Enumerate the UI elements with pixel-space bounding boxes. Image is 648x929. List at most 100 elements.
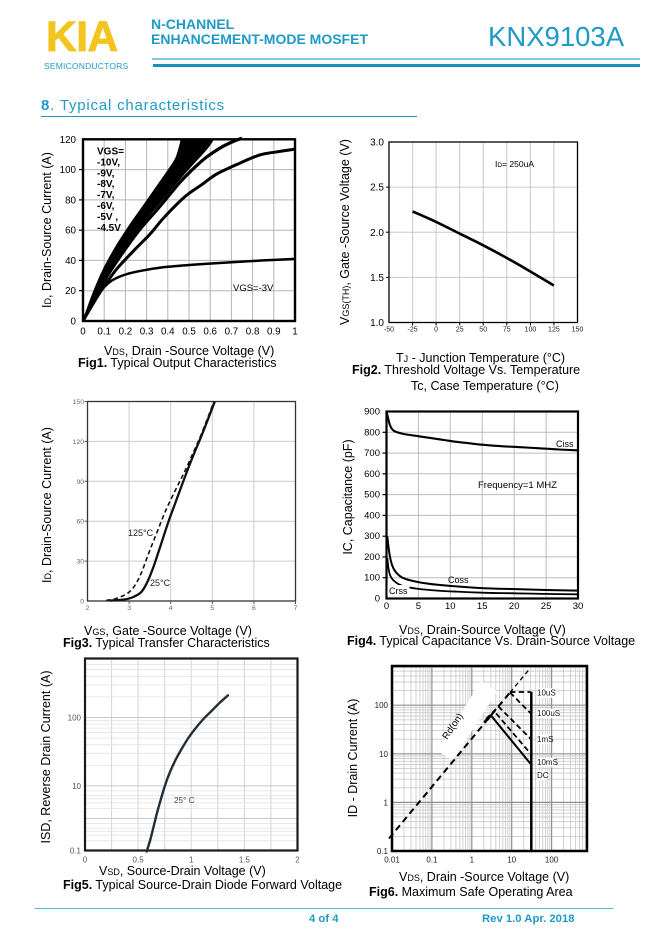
svg-text:VGS=-3V: VGS=-3V — [233, 283, 274, 294]
svg-text:-10V,: -10V, — [97, 157, 120, 168]
svg-text:0.01: 0.01 — [384, 856, 400, 865]
svg-text:0.9: 0.9 — [267, 327, 281, 338]
svg-text:2.0: 2.0 — [370, 228, 384, 239]
svg-text:125: 125 — [548, 327, 560, 334]
svg-text:0.1: 0.1 — [97, 327, 111, 338]
svg-text:40: 40 — [65, 256, 76, 267]
svg-text:0.3: 0.3 — [140, 327, 154, 338]
svg-text:300: 300 — [364, 531, 380, 542]
svg-text:10: 10 — [507, 856, 516, 865]
svg-text:0: 0 — [375, 594, 380, 605]
svg-text:100: 100 — [60, 165, 77, 176]
svg-text:0: 0 — [71, 317, 77, 328]
svg-text:1.0: 1.0 — [370, 318, 384, 329]
svg-text:6: 6 — [252, 605, 256, 612]
svg-text:75: 75 — [503, 327, 511, 334]
svg-text:0.5: 0.5 — [133, 856, 145, 865]
svg-text:0: 0 — [83, 856, 88, 865]
svg-text:0.6: 0.6 — [203, 327, 217, 338]
svg-text:0.1: 0.1 — [426, 856, 438, 865]
svg-text:-6V,: -6V, — [97, 201, 115, 212]
svg-text:-4.5V: -4.5V — [97, 223, 121, 234]
svg-text:10: 10 — [445, 601, 456, 612]
svg-text:2.5: 2.5 — [370, 183, 384, 194]
svg-text:80: 80 — [65, 195, 76, 206]
svg-text:25° C: 25° C — [174, 796, 195, 805]
svg-text:0.2: 0.2 — [119, 327, 133, 338]
svg-text:2: 2 — [86, 605, 90, 612]
svg-text:10: 10 — [72, 782, 81, 791]
svg-text:1: 1 — [189, 856, 194, 865]
svg-text:1.5: 1.5 — [239, 856, 251, 865]
svg-text:120: 120 — [73, 439, 85, 446]
svg-text:0: 0 — [80, 327, 86, 338]
svg-text:3: 3 — [127, 605, 131, 612]
svg-text:700: 700 — [364, 448, 380, 459]
svg-text:-25: -25 — [408, 327, 418, 334]
svg-text:900: 900 — [364, 407, 380, 418]
svg-text:0.8: 0.8 — [246, 327, 260, 338]
svg-text:25°C: 25°C — [150, 578, 171, 588]
svg-text:600: 600 — [364, 469, 380, 480]
svg-text:10uS: 10uS — [537, 689, 556, 698]
svg-text:Ciss: Ciss — [556, 439, 574, 449]
svg-text:20: 20 — [509, 601, 520, 612]
svg-text:0.1: 0.1 — [377, 847, 389, 856]
svg-text:100: 100 — [68, 714, 82, 723]
svg-text:50: 50 — [479, 327, 487, 334]
svg-text:0.7: 0.7 — [225, 327, 239, 338]
svg-text:125°C: 125°C — [128, 528, 154, 538]
svg-text:1mS: 1mS — [537, 735, 553, 744]
svg-text:VGS=: VGS= — [97, 147, 124, 158]
svg-text:30: 30 — [76, 559, 84, 566]
svg-text:150: 150 — [73, 399, 85, 406]
svg-text:2: 2 — [295, 856, 300, 865]
svg-text:150: 150 — [572, 327, 584, 334]
svg-text:90: 90 — [76, 479, 84, 486]
svg-text:0.5: 0.5 — [182, 327, 196, 338]
svg-text:0.1: 0.1 — [70, 847, 82, 856]
svg-text:-9V,: -9V, — [97, 168, 115, 179]
svg-text:100: 100 — [525, 327, 537, 334]
svg-text:100: 100 — [375, 701, 389, 710]
svg-text:60: 60 — [65, 226, 76, 237]
svg-text:100: 100 — [364, 573, 380, 584]
svg-text:800: 800 — [364, 427, 380, 438]
svg-text:DC: DC — [537, 771, 549, 780]
svg-text:10mS: 10mS — [537, 758, 558, 767]
svg-text:0.4: 0.4 — [161, 327, 175, 338]
svg-text:-50: -50 — [384, 327, 394, 334]
svg-text:-7V,: -7V, — [97, 190, 115, 201]
svg-text:1: 1 — [384, 798, 389, 807]
svg-text:10: 10 — [379, 750, 388, 759]
svg-text:ID= 250uA: ID= 250uA — [495, 159, 534, 169]
svg-text:20: 20 — [65, 286, 76, 297]
svg-text:25: 25 — [541, 601, 552, 612]
svg-text:5: 5 — [210, 605, 214, 612]
svg-text:100: 100 — [545, 856, 559, 865]
svg-text:200: 200 — [364, 552, 380, 563]
svg-text:30: 30 — [573, 601, 584, 612]
svg-text:60: 60 — [76, 519, 84, 526]
svg-text:500: 500 — [364, 490, 380, 501]
svg-text:Frequency=1 MHZ: Frequency=1 MHZ — [478, 480, 557, 491]
svg-text:Crss: Crss — [389, 586, 408, 596]
svg-text:15: 15 — [477, 601, 488, 612]
svg-text:0: 0 — [384, 601, 389, 612]
svg-text:0: 0 — [434, 327, 438, 334]
svg-text:3.0: 3.0 — [370, 138, 384, 149]
svg-text:25: 25 — [456, 327, 464, 334]
svg-text:1: 1 — [292, 327, 297, 338]
svg-text:7: 7 — [294, 605, 298, 612]
svg-text:100uS: 100uS — [537, 709, 560, 718]
svg-text:Coss: Coss — [448, 575, 469, 585]
svg-text:400: 400 — [364, 510, 380, 521]
svg-text:0: 0 — [80, 599, 84, 606]
svg-text:4: 4 — [169, 605, 173, 612]
svg-text:1: 1 — [470, 856, 475, 865]
svg-text:5: 5 — [416, 601, 421, 612]
svg-text:-5V ,: -5V , — [97, 212, 118, 223]
svg-text:120: 120 — [60, 135, 77, 146]
svg-text:-8V,: -8V, — [97, 179, 115, 190]
svg-text:1.5: 1.5 — [370, 273, 384, 284]
